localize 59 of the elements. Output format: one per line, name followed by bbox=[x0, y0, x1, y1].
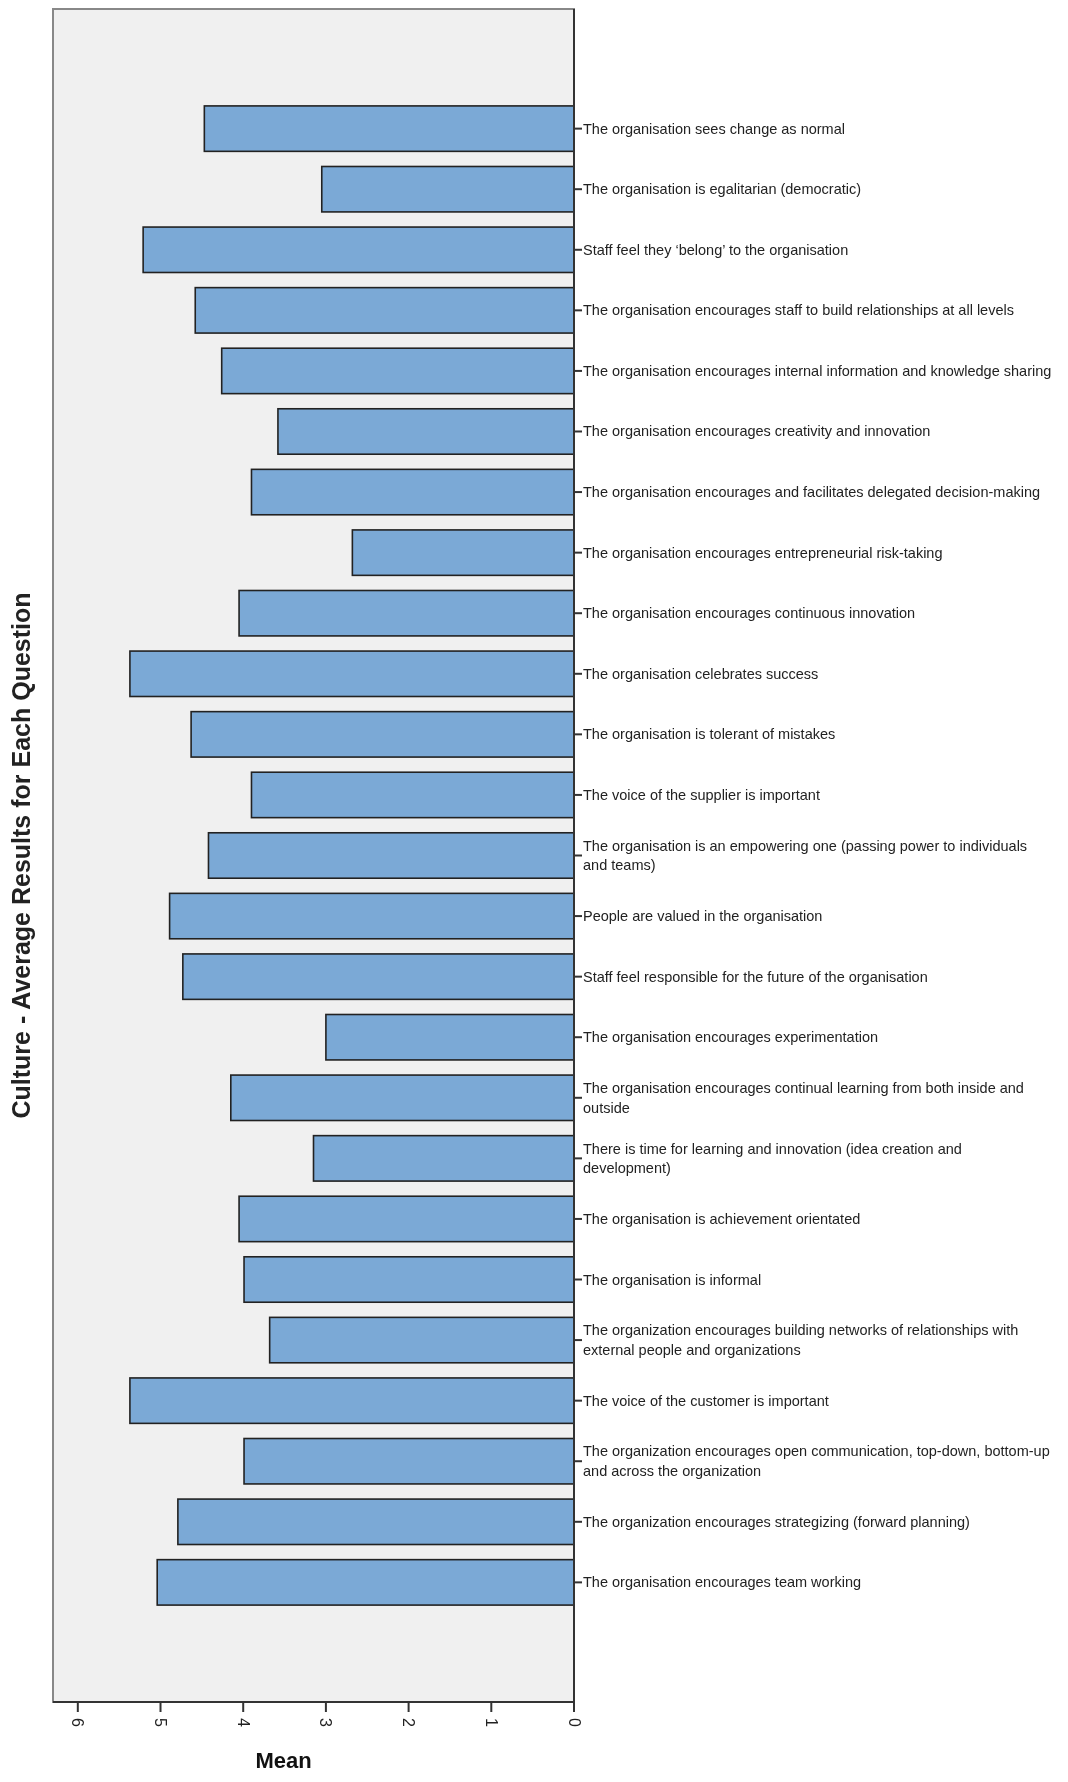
bar bbox=[268, 1316, 575, 1364]
y-tick-label: The organisation encourages entrepreneurial risk-taking bbox=[583, 544, 943, 561]
y-tick-label: The voice of the supplier is important bbox=[583, 786, 820, 803]
bar bbox=[190, 710, 575, 758]
y-tick-label: The organisation encourages continual learning from both inside and outside bbox=[583, 1080, 1024, 1116]
bar bbox=[230, 1074, 575, 1122]
bar bbox=[203, 105, 575, 153]
bar bbox=[207, 831, 575, 880]
y-tick-label: The organisation is tolerant of mistakes bbox=[583, 726, 836, 743]
bar bbox=[129, 1377, 575, 1425]
y-tick-label: The organisation encourages internal information and knowledge sharing bbox=[583, 362, 1052, 379]
y-tick-label: Staff feel responsible for the future of the organisation bbox=[583, 968, 928, 985]
y-tick-label: The organization encourages open communication, top-down, bottom-up and across the organization bbox=[583, 1443, 1050, 1480]
bar bbox=[182, 953, 575, 1001]
bar bbox=[142, 226, 575, 274]
bar bbox=[312, 1134, 575, 1182]
x-tick-label: 1 bbox=[482, 1718, 500, 1727]
y-tick-label: The organisation celebrates success bbox=[583, 665, 819, 682]
y-axis-title: Culture - Average Results for Each Question bbox=[7, 592, 35, 1119]
y-tick-label: The organisation sees change as normal bbox=[583, 120, 845, 137]
bar bbox=[325, 1013, 575, 1061]
y-tick-label: The organisation is egalitarian (democratic) bbox=[583, 181, 862, 198]
bar bbox=[320, 165, 575, 213]
x-tick-label: 2 bbox=[400, 1718, 418, 1727]
bar bbox=[177, 1498, 575, 1546]
y-tick-label: The organisation encourages creativity and innovation bbox=[583, 423, 931, 440]
bar bbox=[220, 347, 575, 395]
bar bbox=[156, 1558, 575, 1606]
x-tick-label: 5 bbox=[152, 1718, 170, 1727]
bar bbox=[129, 650, 575, 698]
y-tick-label: The organisation is an empowering one (passing power to individuals and teams) bbox=[583, 837, 1028, 874]
y-tick-label: The organization encourages building networks of relationships with external people and organizations bbox=[583, 1322, 1019, 1358]
y-tick-label: Staff feel they ‘belong’ to the organisation bbox=[583, 241, 849, 258]
bar bbox=[351, 529, 575, 577]
y-tick-label: The organisation encourages team working bbox=[583, 1574, 862, 1591]
y-tick-label: The organisation encourages and facilitates delegated decision-making bbox=[583, 484, 1041, 501]
bar bbox=[250, 771, 575, 819]
y-tick-label: The organisation encourages staff to build relationships at all levels bbox=[583, 302, 1014, 319]
y-tick-label: The organisation encourages continuous innovation bbox=[583, 605, 916, 622]
x-tick-label: 3 bbox=[317, 1718, 335, 1727]
bar bbox=[238, 589, 575, 637]
x-tick-label: 6 bbox=[69, 1718, 87, 1727]
bar bbox=[194, 286, 575, 334]
y-tick-label: The organisation is achievement orientated bbox=[583, 1210, 861, 1227]
x-axis-title: Mean bbox=[255, 1748, 312, 1773]
bar bbox=[238, 1195, 575, 1243]
bar bbox=[243, 1255, 575, 1304]
bar bbox=[168, 892, 575, 940]
x-tick-label: 0 bbox=[565, 1718, 583, 1727]
y-tick-label: People are valued in the organisation bbox=[583, 908, 823, 925]
x-tick-label: 4 bbox=[234, 1718, 252, 1727]
bar bbox=[277, 407, 575, 456]
bar bbox=[250, 468, 575, 516]
y-tick-label: There is time for learning and innovation (idea creation and development) bbox=[583, 1140, 962, 1177]
y-tick-label: The voice of the customer is important bbox=[583, 1392, 829, 1409]
bar bbox=[243, 1437, 575, 1485]
y-tick-label: The organisation encourages experimentation bbox=[583, 1029, 879, 1046]
y-tick-label: The organization encourages strategizing (forward planning) bbox=[583, 1513, 970, 1530]
y-tick-label: The organisation is informal bbox=[583, 1271, 762, 1288]
